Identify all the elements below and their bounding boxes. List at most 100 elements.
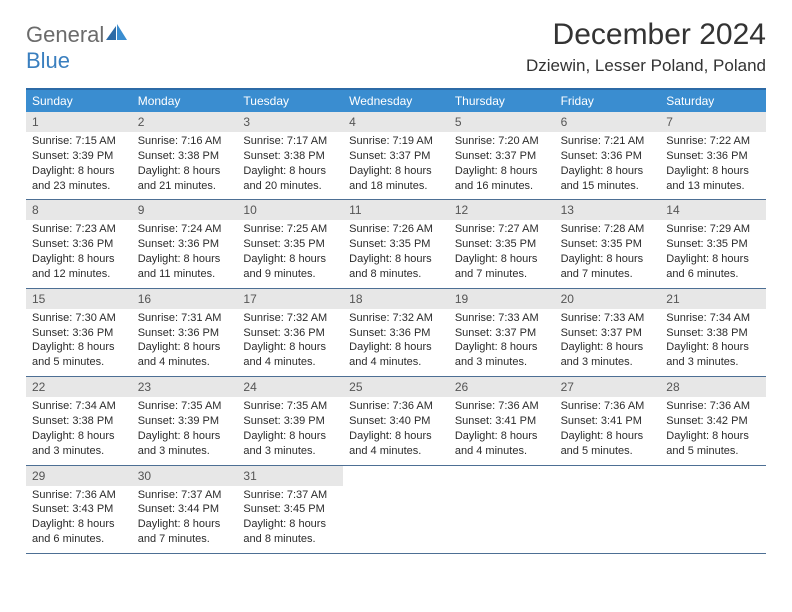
day-cell: 20Sunrise: 7:33 AMSunset: 3:37 PMDayligh… [555, 289, 661, 376]
daylight-text: Daylight: 8 hours [455, 429, 549, 444]
day-headers-row: Sunday Monday Tuesday Wednesday Thursday… [26, 90, 766, 112]
calendar-grid: Sunday Monday Tuesday Wednesday Thursday… [26, 88, 766, 554]
sunset-text: Sunset: 3:38 PM [32, 414, 126, 429]
daylight-text: and 18 minutes. [349, 179, 443, 194]
daylight-text: Daylight: 8 hours [243, 252, 337, 267]
daylight-text: Daylight: 8 hours [243, 517, 337, 532]
day-number: 11 [343, 200, 449, 220]
daylight-text: and 5 minutes. [32, 355, 126, 370]
daylight-text: and 5 minutes. [561, 444, 655, 459]
day-number: 4 [343, 112, 449, 132]
day-number: 14 [660, 200, 766, 220]
daylight-text: and 7 minutes. [455, 267, 549, 282]
day-cell: 9Sunrise: 7:24 AMSunset: 3:36 PMDaylight… [132, 200, 238, 287]
title-block: December 2024 Dziewin, Lesser Poland, Po… [526, 18, 766, 76]
day-details: Sunrise: 7:25 AMSunset: 3:35 PMDaylight:… [237, 220, 343, 287]
sunset-text: Sunset: 3:41 PM [455, 414, 549, 429]
daylight-text: Daylight: 8 hours [138, 164, 232, 179]
daylight-text: Daylight: 8 hours [349, 340, 443, 355]
sunset-text: Sunset: 3:38 PM [666, 326, 760, 341]
daylight-text: and 3 minutes. [138, 444, 232, 459]
day-cell: 14Sunrise: 7:29 AMSunset: 3:35 PMDayligh… [660, 200, 766, 287]
sunrise-text: Sunrise: 7:29 AM [666, 222, 760, 237]
dayhead-sun: Sunday [26, 90, 132, 112]
dayhead-mon: Monday [132, 90, 238, 112]
daylight-text: Daylight: 8 hours [349, 252, 443, 267]
day-cell [343, 466, 449, 553]
daylight-text: Daylight: 8 hours [32, 517, 126, 532]
sunrise-text: Sunrise: 7:24 AM [138, 222, 232, 237]
day-cell: 1Sunrise: 7:15 AMSunset: 3:39 PMDaylight… [26, 112, 132, 199]
day-details: Sunrise: 7:26 AMSunset: 3:35 PMDaylight:… [343, 220, 449, 287]
sunset-text: Sunset: 3:35 PM [349, 237, 443, 252]
location-label: Dziewin, Lesser Poland, Poland [526, 56, 766, 76]
daylight-text: Daylight: 8 hours [455, 340, 549, 355]
sunset-text: Sunset: 3:37 PM [561, 326, 655, 341]
brand-part1: General [26, 22, 104, 47]
daylight-text: Daylight: 8 hours [349, 429, 443, 444]
daylight-text: Daylight: 8 hours [666, 340, 760, 355]
day-details: Sunrise: 7:20 AMSunset: 3:37 PMDaylight:… [449, 132, 555, 199]
day-details: Sunrise: 7:22 AMSunset: 3:36 PMDaylight:… [660, 132, 766, 199]
day-cell: 22Sunrise: 7:34 AMSunset: 3:38 PMDayligh… [26, 377, 132, 464]
day-cell [449, 466, 555, 553]
daylight-text: Daylight: 8 hours [561, 252, 655, 267]
day-details: Sunrise: 7:33 AMSunset: 3:37 PMDaylight:… [555, 309, 661, 376]
day-cell: 21Sunrise: 7:34 AMSunset: 3:38 PMDayligh… [660, 289, 766, 376]
day-cell: 16Sunrise: 7:31 AMSunset: 3:36 PMDayligh… [132, 289, 238, 376]
sunrise-text: Sunrise: 7:36 AM [561, 399, 655, 414]
sunrise-text: Sunrise: 7:34 AM [666, 311, 760, 326]
dayhead-sat: Saturday [660, 90, 766, 112]
daylight-text: and 3 minutes. [455, 355, 549, 370]
day-details: Sunrise: 7:30 AMSunset: 3:36 PMDaylight:… [26, 309, 132, 376]
day-details: Sunrise: 7:19 AMSunset: 3:37 PMDaylight:… [343, 132, 449, 199]
sunrise-text: Sunrise: 7:36 AM [32, 488, 126, 503]
sunrise-text: Sunrise: 7:28 AM [561, 222, 655, 237]
daylight-text: and 4 minutes. [455, 444, 549, 459]
sunrise-text: Sunrise: 7:30 AM [32, 311, 126, 326]
sunrise-text: Sunrise: 7:20 AM [455, 134, 549, 149]
daylight-text: and 4 minutes. [349, 355, 443, 370]
day-number: 12 [449, 200, 555, 220]
day-number: 15 [26, 289, 132, 309]
day-cell: 2Sunrise: 7:16 AMSunset: 3:38 PMDaylight… [132, 112, 238, 199]
sunset-text: Sunset: 3:38 PM [243, 149, 337, 164]
daylight-text: and 8 minutes. [349, 267, 443, 282]
daylight-text: and 3 minutes. [666, 355, 760, 370]
sunset-text: Sunset: 3:44 PM [138, 502, 232, 517]
daylight-text: and 20 minutes. [243, 179, 337, 194]
brand-text: General Blue [26, 22, 128, 74]
day-number: 17 [237, 289, 343, 309]
day-number: 8 [26, 200, 132, 220]
day-cell: 24Sunrise: 7:35 AMSunset: 3:39 PMDayligh… [237, 377, 343, 464]
day-number: 26 [449, 377, 555, 397]
daylight-text: and 8 minutes. [243, 532, 337, 547]
sunrise-text: Sunrise: 7:37 AM [243, 488, 337, 503]
sunrise-text: Sunrise: 7:36 AM [349, 399, 443, 414]
day-number: 9 [132, 200, 238, 220]
sunrise-text: Sunrise: 7:21 AM [561, 134, 655, 149]
week-row: 1Sunrise: 7:15 AMSunset: 3:39 PMDaylight… [26, 112, 766, 200]
day-details: Sunrise: 7:36 AMSunset: 3:41 PMDaylight:… [555, 397, 661, 464]
sunset-text: Sunset: 3:35 PM [666, 237, 760, 252]
daylight-text: Daylight: 8 hours [561, 340, 655, 355]
sunrise-text: Sunrise: 7:27 AM [455, 222, 549, 237]
sunset-text: Sunset: 3:36 PM [138, 237, 232, 252]
dayhead-tue: Tuesday [237, 90, 343, 112]
daylight-text: and 4 minutes. [243, 355, 337, 370]
sunset-text: Sunset: 3:39 PM [32, 149, 126, 164]
header: General Blue December 2024 Dziewin, Less… [26, 18, 766, 76]
sunset-text: Sunset: 3:36 PM [243, 326, 337, 341]
sunset-text: Sunset: 3:35 PM [243, 237, 337, 252]
day-details: Sunrise: 7:27 AMSunset: 3:35 PMDaylight:… [449, 220, 555, 287]
dayhead-wed: Wednesday [343, 90, 449, 112]
day-number: 5 [449, 112, 555, 132]
sunset-text: Sunset: 3:36 PM [561, 149, 655, 164]
dayhead-thu: Thursday [449, 90, 555, 112]
day-details: Sunrise: 7:33 AMSunset: 3:37 PMDaylight:… [449, 309, 555, 376]
day-details: Sunrise: 7:36 AMSunset: 3:43 PMDaylight:… [26, 486, 132, 553]
day-details: Sunrise: 7:36 AMSunset: 3:40 PMDaylight:… [343, 397, 449, 464]
daylight-text: and 12 minutes. [32, 267, 126, 282]
day-details: Sunrise: 7:35 AMSunset: 3:39 PMDaylight:… [132, 397, 238, 464]
sunrise-text: Sunrise: 7:16 AM [138, 134, 232, 149]
